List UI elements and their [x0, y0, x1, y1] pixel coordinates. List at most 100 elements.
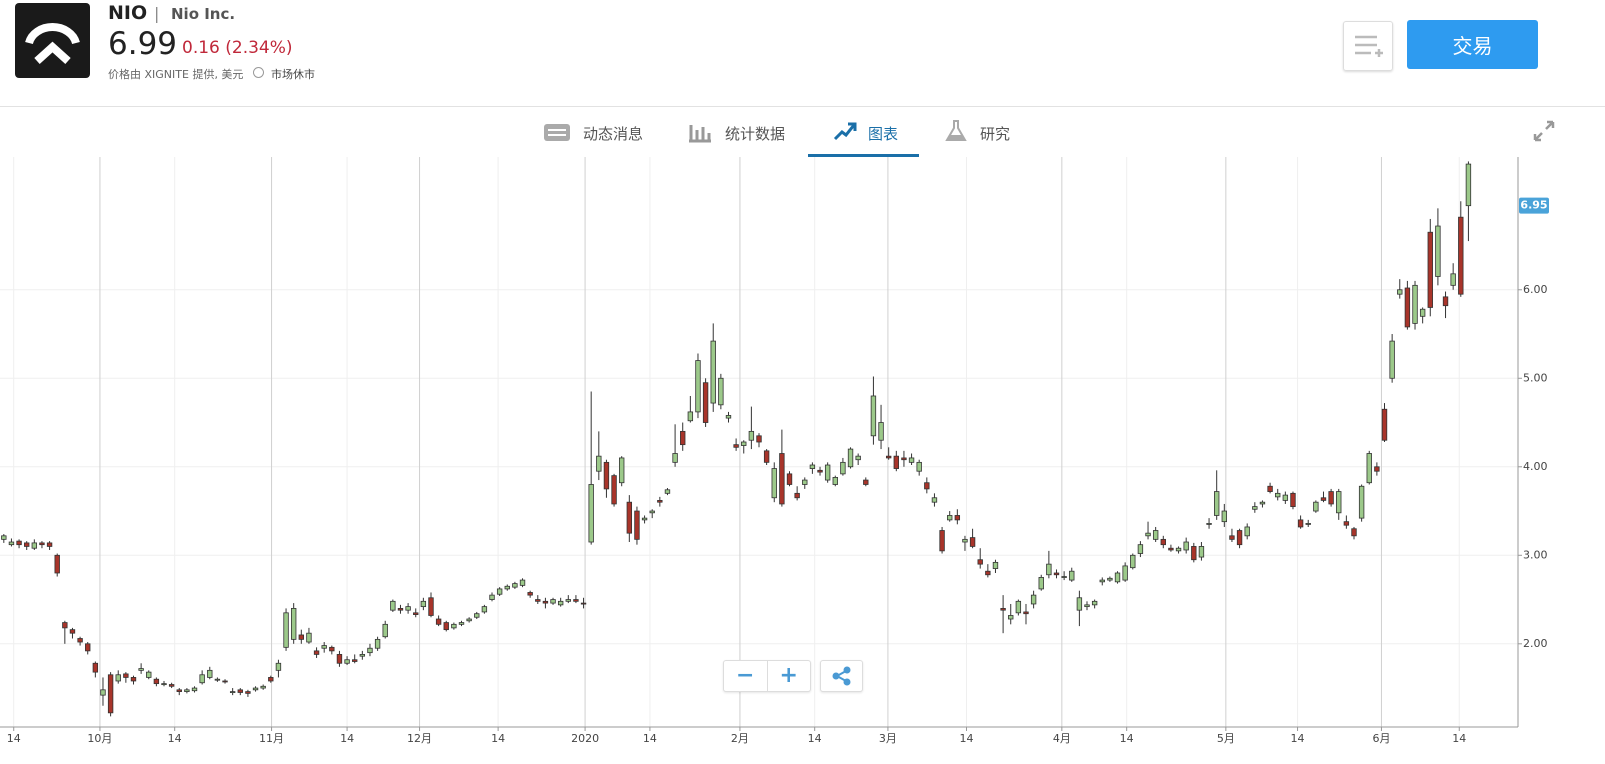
candle-body [1275, 492, 1281, 498]
candle-body [199, 674, 205, 684]
candle-body [245, 691, 251, 694]
candle-body [1358, 485, 1365, 519]
research-icon [945, 120, 967, 141]
candle-body [428, 597, 434, 616]
candle-body [1107, 577, 1113, 581]
candle-body [1366, 453, 1372, 484]
x-tick-label: 11月 [259, 732, 284, 745]
candle-body [1114, 572, 1121, 583]
candle-body [565, 599, 571, 602]
candle-body [619, 457, 625, 484]
x-tick-label: 14 [959, 732, 973, 745]
tab[interactable]: 统计数据 [725, 125, 786, 143]
candle-body [664, 489, 671, 494]
candle-body [1130, 554, 1136, 569]
active-underline [808, 154, 919, 157]
candle-body [1244, 526, 1250, 537]
candle-body [306, 632, 312, 643]
candle-body [992, 561, 999, 569]
candle-body [588, 484, 594, 543]
watchlist-icon [1355, 35, 1383, 57]
candle-body [1381, 408, 1388, 441]
candle-body [352, 659, 358, 662]
candle-body [298, 634, 304, 640]
y-tick-label: 4.00 [1523, 460, 1548, 473]
tab-active[interactable]: 图表 [868, 125, 899, 143]
candle-body [641, 517, 648, 521]
x-tick-label: 6月 [1372, 732, 1390, 745]
candle-body [1206, 523, 1212, 525]
x-tick-label: 10月 [87, 732, 112, 745]
zoom-out[interactable]: − [724, 661, 768, 691]
candle-body [695, 360, 701, 413]
share-button[interactable] [820, 660, 863, 692]
candle-body [1450, 273, 1456, 286]
candle-body [1465, 163, 1472, 207]
candle-body [77, 638, 83, 643]
candle-body [329, 646, 335, 652]
candle-body [1168, 547, 1174, 551]
candle-body [451, 623, 457, 629]
candle-body [1290, 492, 1296, 508]
x-tick-label: 5月 [1217, 732, 1235, 745]
candle-body [947, 515, 953, 521]
zoom-in[interactable]: + [779, 663, 798, 688]
candle-body [1229, 535, 1235, 540]
candle-body [62, 622, 68, 629]
candle-body [24, 542, 30, 547]
x-tick-label: 14 [491, 732, 505, 745]
candle-body [702, 382, 709, 423]
candle-body [1320, 497, 1327, 501]
candle-body [802, 479, 808, 485]
candle-body [1137, 544, 1144, 554]
tab[interactable]: 研究 [980, 125, 1011, 143]
watchlist-button[interactable] [1343, 21, 1393, 71]
change: 0.16 (2.34%) [182, 38, 293, 58]
candle-body [931, 497, 938, 503]
candle-body [85, 643, 91, 652]
y-tick-label: 6.00 [1523, 283, 1548, 296]
stats-icon [689, 125, 711, 143]
candle-body [710, 340, 716, 404]
candle-body [1046, 563, 1052, 576]
candle-body [1313, 501, 1319, 512]
candle-body [794, 492, 800, 499]
candle-body [229, 691, 236, 693]
candle-body [611, 475, 617, 505]
expand-icon[interactable] [1533, 120, 1555, 142]
candle-body [184, 689, 190, 692]
candle-body [1214, 491, 1220, 516]
clock-icon [253, 67, 264, 78]
candle-body [901, 457, 907, 461]
candle-body [268, 677, 274, 682]
candle-body [382, 623, 388, 638]
candle-body [535, 599, 541, 602]
candle-body [161, 683, 167, 686]
tab[interactable]: 动态消息 [583, 125, 644, 143]
candle-body [603, 461, 610, 490]
candle-body [100, 689, 106, 696]
candle-body [580, 602, 587, 605]
candle-body [275, 662, 282, 671]
chart-icon [833, 122, 857, 141]
trade-button[interactable]: 交易 [1407, 20, 1538, 69]
candle-body [92, 662, 99, 673]
candle-body [290, 607, 297, 640]
candle-body [1374, 466, 1380, 472]
x-tick-label: 14 [1120, 732, 1134, 745]
candle-body [657, 500, 663, 503]
candle-body [809, 464, 816, 469]
candle-body [855, 455, 861, 461]
candle-body [527, 592, 533, 596]
candle-body [1412, 284, 1418, 324]
candle-body [870, 395, 877, 437]
candle-body [191, 687, 198, 692]
candle-body [733, 444, 739, 448]
candle-body [359, 654, 366, 657]
candle-body [207, 669, 213, 678]
last-price-label: 6.95 [1520, 199, 1547, 212]
candle-body [474, 613, 480, 618]
x-tick-label: 4月 [1053, 732, 1071, 745]
candle-body [374, 638, 381, 649]
candle-body [1030, 594, 1037, 605]
